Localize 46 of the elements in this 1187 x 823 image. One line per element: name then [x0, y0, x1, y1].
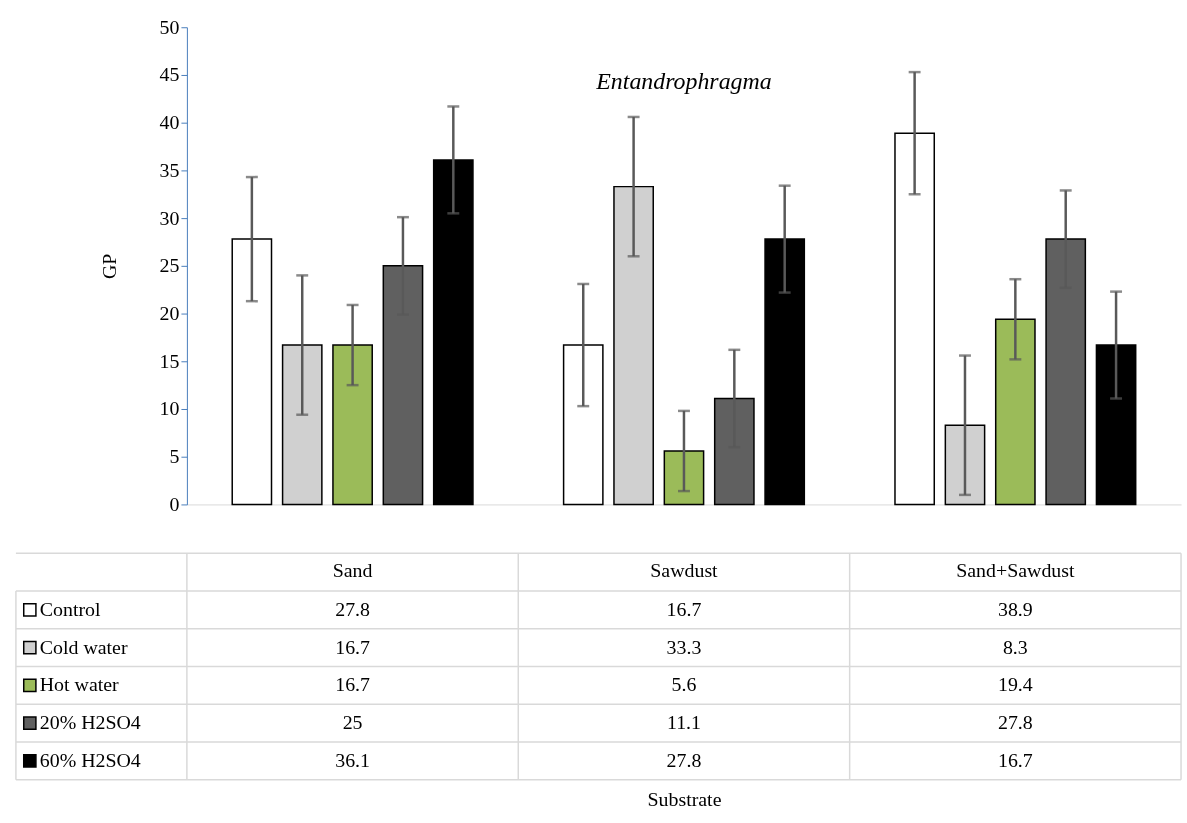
- x-tick-label: Sand: [332, 559, 373, 582]
- text: Entandrophragma: [595, 67, 772, 94]
- data-label: 27.8: [335, 597, 371, 620]
- y-tick-label: 10: [159, 397, 180, 420]
- data-label: 38.9: [997, 597, 1033, 620]
- bar: [332, 344, 373, 506]
- data-label: 11.1: [666, 711, 701, 734]
- bar: [1095, 344, 1137, 506]
- bar: [994, 318, 1036, 506]
- bar: [432, 159, 474, 506]
- y-tick-label: 35: [159, 158, 180, 181]
- y-tick-label: 40: [159, 111, 180, 134]
- x-tick-label: Sawdust: [650, 559, 719, 582]
- text: Substrate: [647, 788, 722, 811]
- legend-label: 20% H2SO4: [39, 711, 141, 734]
- data-label: 36.1: [335, 748, 370, 771]
- bar: [764, 238, 806, 506]
- y-tick-label: 45: [159, 63, 180, 86]
- data-label: 19.4: [997, 673, 1033, 696]
- bar: [562, 344, 604, 506]
- data-label: 16.7: [335, 635, 371, 658]
- legend-label: 60% H2SO4: [39, 748, 141, 771]
- y-axis-title: GP: [97, 253, 120, 280]
- legend-label: Control: [39, 597, 101, 620]
- data-label: 33.3: [666, 635, 702, 658]
- y-tick-label: 50: [159, 15, 180, 38]
- legend-label: Hot water: [39, 673, 120, 696]
- legend-label: Cold water: [39, 635, 128, 658]
- data-label: 16.7: [335, 673, 371, 696]
- data-label: 25: [342, 711, 363, 734]
- data-label: 27.8: [997, 711, 1033, 734]
- bar: [663, 450, 705, 506]
- bar: [894, 132, 936, 506]
- y-tick-label: 0: [169, 492, 180, 515]
- data-label: 5.6: [671, 673, 697, 696]
- data-label: 16.7: [666, 597, 702, 620]
- y-tick-label: 30: [159, 206, 180, 229]
- x-tick-label: Sand+Sawdust: [956, 559, 1075, 582]
- y-tick-label: 15: [159, 349, 180, 372]
- data-label: 16.7: [997, 748, 1033, 771]
- data-label: 8.3: [1002, 635, 1028, 658]
- y-tick-label: 25: [159, 254, 180, 277]
- bar: [231, 238, 273, 506]
- y-tick-label: 20: [159, 302, 180, 325]
- y-tick-label: 5: [169, 445, 180, 468]
- data-label: 27.8: [666, 748, 702, 771]
